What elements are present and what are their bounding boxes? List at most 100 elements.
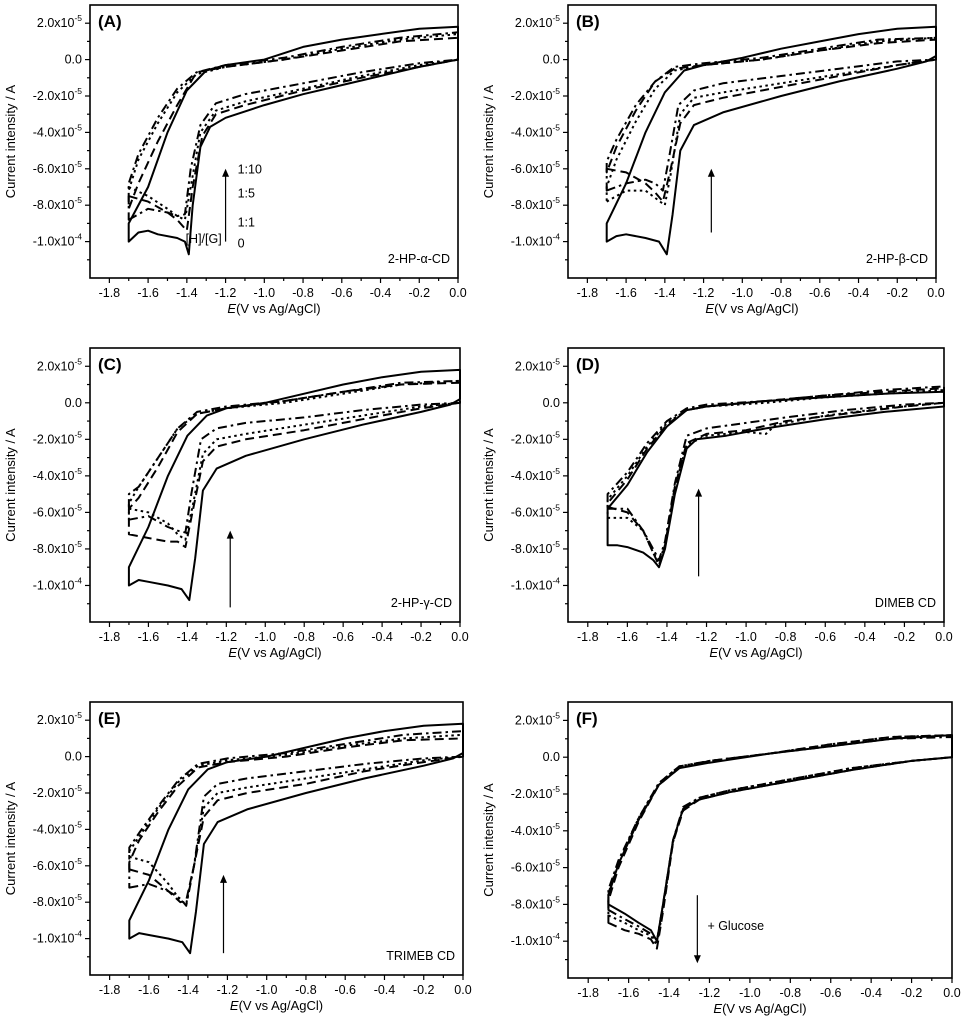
- cyclodextrin-label: 2-HP-β-CD: [866, 252, 928, 266]
- series-line-dot: [607, 734, 953, 946]
- x-tick-label: -1.6: [615, 286, 637, 300]
- series-line-solid: [127, 25, 459, 256]
- y-tick-label: -1.0x10-4: [33, 575, 83, 592]
- x-tick-label: -1.4: [656, 630, 678, 644]
- x-tick-label: -1.6: [138, 630, 160, 644]
- panel-letter: (D): [576, 355, 600, 374]
- x-tick-label: -1.6: [138, 983, 160, 997]
- arrow-head: [693, 955, 701, 964]
- x-tick-label: -1.8: [99, 630, 121, 644]
- x-tick-label: -1.4: [176, 286, 198, 300]
- legend-ratio-label: 1:10: [238, 163, 262, 177]
- y-tick-label: 0.0: [65, 396, 82, 410]
- y-tick-label: -2.0x10-5: [511, 86, 561, 103]
- x-tick-label: -0.4: [371, 630, 393, 644]
- panel-d: -1.8 -1.6 -1.4 -1.2 -1.0 -0.8 -0.6 -0.4 -0.2 0.0 2…: [481, 347, 953, 660]
- series-line-dash: [128, 737, 464, 904]
- x-tick-label: -1.8: [577, 630, 599, 644]
- arrow-head: [222, 168, 230, 177]
- y-tick-label: -4.0x10-5: [511, 821, 561, 838]
- cyclodextrin-label: 2-HP-γ-CD: [391, 596, 452, 610]
- x-tick-label: -0.4: [374, 983, 396, 997]
- x-tick-label: -1.0: [254, 286, 276, 300]
- series-line-solid: [127, 368, 461, 602]
- cyclodextrin-label: TRIMEB CD: [386, 949, 455, 963]
- series-line-solid: [605, 25, 937, 256]
- x-tick-label: -0.6: [814, 630, 836, 644]
- series-group: [128, 722, 464, 955]
- arrow-head: [226, 530, 234, 539]
- series-line-dashdot: [127, 379, 461, 534]
- x-tick-label: -1.8: [577, 986, 599, 1000]
- x-tick-label: -1.2: [215, 286, 237, 300]
- panel-letter: (E): [98, 709, 121, 728]
- x-tick-label: -1.0: [732, 286, 754, 300]
- x-tick-label: -0.4: [370, 286, 392, 300]
- y-tick-label: -2.0x10-5: [511, 429, 561, 446]
- x-tick-label: -0.2: [410, 630, 432, 644]
- x-tick-label: -1.2: [693, 286, 715, 300]
- panel-b: -1.8 -1.6 -1.4 -1.2 -1.0 -0.8 -0.6 -0.4 -0.2 0.0 2…: [481, 4, 945, 316]
- legend-title: [H]/[G]: [186, 232, 222, 246]
- series-group: [605, 25, 937, 256]
- x-tick-label: -1.8: [577, 286, 599, 300]
- y-tick-label: -6.0x10-5: [33, 502, 83, 519]
- trend-arrow: [695, 488, 703, 577]
- x-tick-label: -0.4: [860, 986, 882, 1000]
- plot-frame: [89, 4, 459, 279]
- x-tick-label: -1.0: [739, 986, 761, 1000]
- y-axis-label: Current intensity / A: [481, 84, 496, 198]
- y-tick-label: -1.0x10-4: [33, 232, 83, 249]
- y-tick-label: 2.0x10-5: [37, 356, 82, 373]
- series-line-solid: [606, 390, 945, 569]
- y-tick-label: -4.0x10-5: [33, 122, 83, 139]
- y-axis-label: Current intensity / A: [481, 783, 496, 897]
- x-tick-label: -1.4: [177, 983, 199, 997]
- series-line-dash: [127, 381, 461, 549]
- x-axis-label: E(V vs Ag/AgCl): [227, 301, 320, 316]
- x-tick-label: -0.6: [332, 630, 354, 644]
- x-tick-label: -0.2: [886, 286, 908, 300]
- x-tick-label: -1.0: [256, 983, 278, 997]
- y-tick-label: -1.0x10-4: [511, 232, 561, 249]
- x-tick-label: -0.6: [820, 986, 842, 1000]
- y-tick-label: 2.0x10-5: [515, 13, 560, 30]
- x-tick-label: -0.4: [854, 630, 876, 644]
- y-tick-label: -8.0x10-5: [33, 539, 83, 556]
- y-tick-label: -6.0x10-5: [511, 858, 561, 875]
- y-tick-label: -8.0x10-5: [33, 195, 83, 212]
- x-tick-label: 0.0: [943, 986, 960, 1000]
- x-tick-label: -1.6: [618, 986, 640, 1000]
- x-tick-label: -0.2: [901, 986, 923, 1000]
- y-tick-label: -1.0x10-4: [511, 575, 561, 592]
- y-tick-label: -8.0x10-5: [511, 539, 561, 556]
- x-tick-label: -1.8: [99, 983, 121, 997]
- series-line-dot: [606, 389, 945, 563]
- x-tick-label: -0.2: [413, 983, 435, 997]
- x-tick-label: 0.0: [451, 630, 468, 644]
- y-tick-label: 0.0: [65, 750, 82, 764]
- y-tick-label: -1.0x10-4: [511, 931, 561, 948]
- y-tick-label: -6.0x10-5: [511, 502, 561, 519]
- series-line-dashdot: [127, 31, 459, 221]
- cyclodextrin-label: DIMEB CD: [875, 596, 936, 610]
- trend-arrow: [222, 168, 230, 242]
- x-tick-label: -1.6: [617, 630, 639, 644]
- x-tick-label: -0.8: [770, 286, 792, 300]
- series-group: [127, 25, 459, 256]
- x-tick-label: -1.2: [699, 986, 721, 1000]
- series-line-dash: [607, 734, 953, 950]
- series-line-solid: [128, 722, 464, 955]
- x-tick-label: -1.2: [216, 630, 238, 644]
- x-tick-label: -1.2: [217, 983, 239, 997]
- x-axis-label: E(V vs Ag/AgCl): [713, 1001, 806, 1016]
- x-axis-label: E(V vs Ag/AgCl): [230, 998, 323, 1013]
- y-tick-label: 2.0x10-5: [515, 710, 560, 727]
- series-line-dashdot: [606, 385, 945, 561]
- y-tick-label: -8.0x10-5: [511, 195, 561, 212]
- series-group: [607, 734, 953, 950]
- y-tick-label: 2.0x10-5: [37, 13, 82, 30]
- y-tick-label: -6.0x10-5: [511, 159, 561, 176]
- cyclodextrin-label: 2-HP-α-CD: [388, 252, 450, 266]
- y-axis-label: Current intensity / A: [3, 428, 18, 542]
